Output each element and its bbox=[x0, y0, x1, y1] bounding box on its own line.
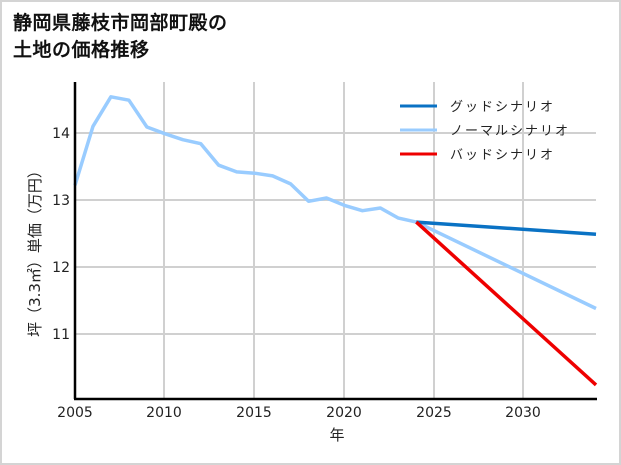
x-tick-2025: 2025 bbox=[416, 405, 452, 421]
y-tick-14: 14 bbox=[52, 126, 70, 142]
series-line-0 bbox=[416, 220, 597, 236]
legend-label-bad: バッドシナリオ bbox=[450, 148, 555, 163]
chart-title: 静岡県藤枝市岡部町殿の 土地の価格推移 bbox=[13, 12, 228, 61]
legend-label-normal: ノーマルシナリオ bbox=[450, 124, 570, 139]
x-axis-label: 年 bbox=[329, 426, 344, 444]
y-tick-11: 11 bbox=[52, 327, 70, 343]
series-line-2 bbox=[415, 220, 598, 387]
legend: グッドシナリオ ノーマルシナリオ バッドシナリオ bbox=[400, 100, 570, 163]
x-tick-2010: 2010 bbox=[146, 405, 182, 421]
y-tick-12: 12 bbox=[52, 260, 70, 276]
series-layer bbox=[73, 95, 598, 387]
legend-label-good: グッドシナリオ bbox=[450, 100, 555, 115]
x-tick-2015: 2015 bbox=[236, 405, 272, 421]
x-tick-2030: 2030 bbox=[505, 405, 541, 421]
series-line-1 bbox=[73, 95, 597, 311]
x-tick-2020: 2020 bbox=[326, 405, 362, 421]
y-tick-13: 13 bbox=[52, 193, 70, 209]
y-axis-label: 坪（3.3㎡）単価（万円） bbox=[26, 163, 44, 337]
x-tick-2005: 2005 bbox=[57, 405, 93, 421]
